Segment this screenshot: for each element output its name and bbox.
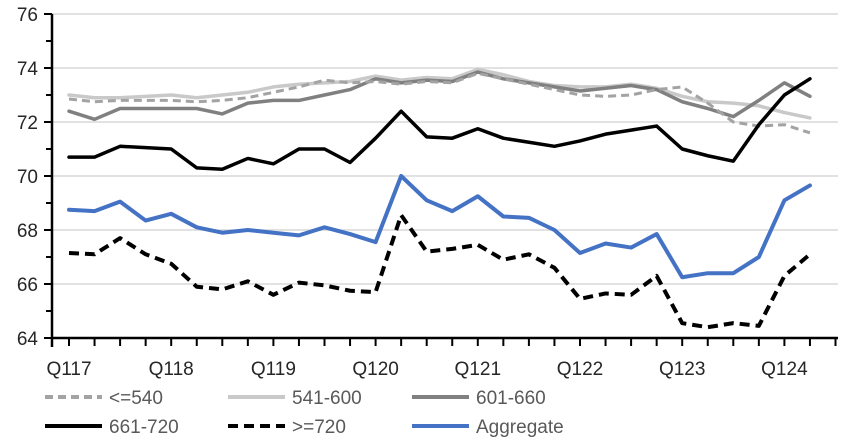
- y-axis-label-68: 68: [17, 221, 38, 242]
- x-axis-label-Q117: Q117: [46, 359, 91, 380]
- legend-label-s601_660: 601-660: [476, 388, 546, 409]
- x-axis-label-Q121: Q121: [455, 359, 501, 380]
- series-le540: [68, 71, 811, 135]
- y-axis-label-76: 76: [17, 5, 38, 26]
- legend-label-aggregate: Aggregate: [476, 417, 564, 438]
- legend-label-s661_720: 661-720: [109, 417, 179, 438]
- y-axis-label-70: 70: [17, 167, 38, 188]
- y-axis-label-74: 74: [17, 59, 39, 80]
- x-axis-label-Q120: Q120: [352, 359, 398, 380]
- legend-label-le540: <=540: [109, 388, 163, 409]
- series-s541_600: [67, 67, 812, 120]
- legend-label-ge720: >=720: [292, 417, 346, 438]
- y-axis-label-64: 64: [17, 329, 39, 350]
- series-s661_720: [67, 77, 812, 171]
- series-ge720: [68, 213, 812, 330]
- series-aggregate: [67, 174, 812, 280]
- x-axis-label-Q122: Q122: [557, 359, 603, 380]
- x-axis-label-Q119: Q119: [251, 359, 296, 380]
- legend-label-s541_600: 541-600: [292, 388, 362, 409]
- y-axis-label-72: 72: [17, 113, 38, 134]
- y-axis-label-66: 66: [17, 275, 38, 296]
- series-s601_660: [67, 70, 812, 122]
- x-axis-label-Q123: Q123: [659, 359, 705, 380]
- x-axis-label-Q118: Q118: [149, 359, 194, 380]
- x-axis-label-Q124: Q124: [761, 359, 808, 380]
